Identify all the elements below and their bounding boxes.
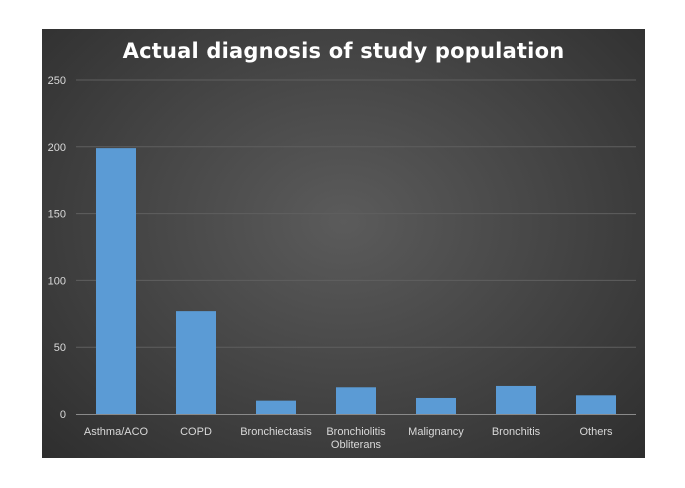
y-tick-label: 100 [48, 275, 66, 287]
bar [176, 311, 216, 414]
y-tick-label: 200 [48, 142, 66, 154]
y-tick-label: 50 [54, 342, 66, 354]
x-category-label: Asthma/ACO [84, 426, 149, 438]
chart-title: Actual diagnosis of study population [122, 39, 565, 63]
x-category-label: Bronchiectasis [240, 426, 312, 438]
x-category-label: Bronchiolitis Obliterans [326, 426, 386, 451]
bar [576, 395, 616, 414]
bar [96, 148, 136, 415]
x-category-label: Malignancy [408, 426, 464, 438]
x-category-label: COPD [180, 426, 212, 438]
y-axis-tick-labels: 0 50 100 150 200 250 [48, 75, 66, 421]
y-tick-label: 0 [60, 409, 66, 421]
bar [336, 387, 376, 414]
y-tick-label: 250 [48, 75, 66, 87]
bars [96, 148, 616, 415]
bar-chart: 0 50 100 150 200 250 Asthma/ACO COPD Bronchiect… [48, 75, 636, 451]
y-tick-label: 150 [48, 209, 66, 221]
x-category-label: Bronchitis [492, 426, 541, 438]
bar [416, 397, 456, 414]
x-category-label: Others [579, 426, 613, 438]
gridlines [76, 79, 636, 348]
bar [496, 385, 536, 414]
x-axis-category-labels: Asthma/ACO COPD Bronchiectasis Bronchioliti… [84, 426, 613, 451]
chart-panel: Actual diagnosis of study population 0 50… [42, 29, 645, 458]
bar [256, 400, 296, 414]
